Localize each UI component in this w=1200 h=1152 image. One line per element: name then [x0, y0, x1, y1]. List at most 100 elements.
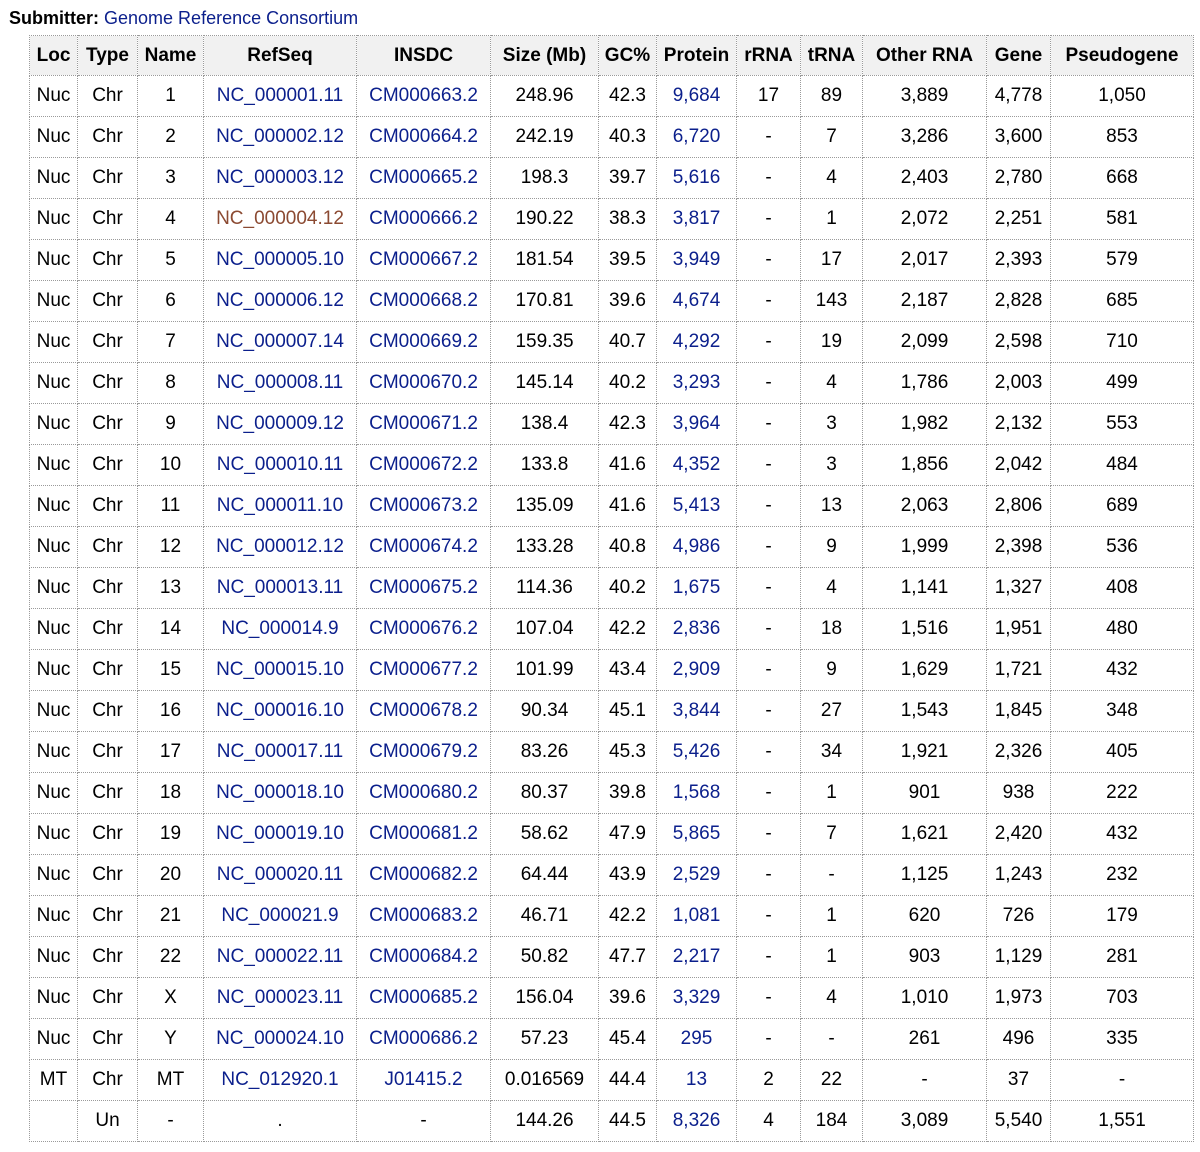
insdc-link[interactable]: CM000664.2: [369, 126, 478, 147]
insdc-link[interactable]: CM000682.2: [369, 864, 478, 885]
insdc-link[interactable]: CM000677.2: [369, 659, 478, 680]
refseq-link[interactable]: NC_000022.11: [216, 946, 344, 967]
protein-link[interactable]: 4,292: [672, 331, 721, 352]
submitter-link[interactable]: Genome Reference Consortium: [104, 8, 359, 28]
protein-link[interactable]: 4,674: [672, 290, 721, 311]
protein-link[interactable]: 3,293: [672, 372, 721, 393]
refseq-link[interactable]: NC_000012.12: [216, 536, 344, 557]
protein-link[interactable]: 3,844: [672, 700, 721, 721]
refseq-link[interactable]: NC_012920.1: [221, 1069, 339, 1090]
protein-link[interactable]: 295: [680, 1028, 713, 1049]
cell-size: 133.8: [490, 444, 599, 486]
protein-link[interactable]: 3,949: [672, 249, 721, 270]
insdc-link[interactable]: CM000678.2: [369, 700, 478, 721]
protein-link[interactable]: 4,986: [672, 536, 721, 557]
cell-pseudogene: 536: [1050, 526, 1194, 568]
protein-link[interactable]: 6,720: [672, 126, 721, 147]
insdc-link[interactable]: CM000667.2: [369, 249, 478, 270]
insdc-link[interactable]: CM000683.2: [369, 905, 478, 926]
cell-protein: 4,292: [656, 321, 737, 363]
protein-link[interactable]: 2,836: [672, 618, 721, 639]
cell-protein: 3,293: [656, 362, 737, 404]
protein-link[interactable]: 2,529: [672, 864, 721, 885]
protein-link[interactable]: 4,352: [672, 454, 721, 475]
refseq-link[interactable]: NC_000010.11: [216, 454, 344, 475]
protein-link[interactable]: 5,426: [672, 741, 721, 762]
cell-size: 114.36: [490, 567, 599, 609]
insdc-link[interactable]: CM000676.2: [369, 618, 478, 639]
protein-link[interactable]: 1,081: [672, 905, 721, 926]
cell-protein: 6,720: [656, 116, 737, 158]
table-row: Nuc Chr 18 NC_000018.10 CM000680.2 80.37 39.8 1…: [29, 772, 1194, 814]
cell-gc: 40.2: [598, 362, 657, 404]
protein-link[interactable]: 5,865: [672, 823, 721, 844]
insdc-link[interactable]: CM000685.2: [369, 987, 478, 1008]
insdc-link[interactable]: CM000668.2: [369, 290, 478, 311]
refseq-link[interactable]: NC_000015.10: [216, 659, 344, 680]
refseq-link[interactable]: NC_000001.11: [216, 85, 344, 106]
insdc-link[interactable]: CM000681.2: [369, 823, 478, 844]
insdc-link[interactable]: CM000669.2: [369, 331, 478, 352]
refseq-link[interactable]: NC_000017.11: [216, 741, 344, 762]
protein-link[interactable]: 1,675: [672, 577, 721, 598]
protein-link[interactable]: 3,329: [672, 987, 721, 1008]
insdc-link[interactable]: CM000663.2: [369, 85, 478, 106]
insdc-link[interactable]: CM000674.2: [369, 536, 478, 557]
cell-gc: 43.9: [598, 854, 657, 896]
refseq-link[interactable]: NC_000024.10: [216, 1028, 344, 1049]
cell-gene: 1,845: [986, 690, 1051, 732]
insdc-link[interactable]: CM000670.2: [369, 372, 478, 393]
protein-link[interactable]: 5,413: [672, 495, 721, 516]
cell-name: 5: [137, 239, 204, 281]
cell-other-rna: 1,125: [862, 854, 987, 896]
insdc-link[interactable]: CM000675.2: [369, 577, 478, 598]
refseq-link[interactable]: NC_000002.12: [216, 126, 344, 147]
cell-pseudogene: 853: [1050, 116, 1194, 158]
refseq-link[interactable]: NC_000006.12: [216, 290, 344, 311]
refseq-link[interactable]: NC_000014.9: [221, 618, 339, 639]
cell-name: 21: [137, 895, 204, 937]
cell-gc: 47.9: [598, 813, 657, 855]
refseq-link[interactable]: NC_000005.10: [216, 249, 344, 270]
protein-link[interactable]: 8,326: [672, 1110, 721, 1131]
refseq-link[interactable]: NC_000019.10: [216, 823, 344, 844]
protein-link[interactable]: 3,817: [672, 208, 721, 229]
refseq-link[interactable]: NC_000003.12: [216, 167, 344, 188]
refseq-link[interactable]: NC_000013.11: [216, 577, 344, 598]
refseq-link[interactable]: NC_000009.12: [216, 413, 344, 434]
cell-name: Y: [137, 1018, 204, 1060]
insdc-link[interactable]: CM000671.2: [369, 413, 478, 434]
insdc-link[interactable]: CM000680.2: [369, 782, 478, 803]
cell-loc: Nuc: [29, 895, 78, 937]
refseq-link[interactable]: NC_000016.10: [216, 700, 344, 721]
cell-protein: 9,684: [656, 75, 737, 117]
protein-link[interactable]: 9,684: [672, 85, 721, 106]
insdc-link[interactable]: J01415.2: [384, 1069, 463, 1090]
refseq-link[interactable]: NC_000004.12: [216, 208, 344, 229]
cell-pseudogene: -: [1050, 1059, 1194, 1101]
refseq-link[interactable]: NC_000018.10: [216, 782, 344, 803]
insdc-link[interactable]: CM000684.2: [369, 946, 478, 967]
refseq-link[interactable]: NC_000011.10: [216, 495, 344, 516]
protein-link[interactable]: 3,964: [672, 413, 721, 434]
protein-link[interactable]: 2,217: [672, 946, 721, 967]
insdc-link[interactable]: CM000665.2: [369, 167, 478, 188]
cell-rrna: -: [736, 608, 801, 650]
insdc-link[interactable]: CM000666.2: [369, 208, 478, 229]
refseq-link[interactable]: NC_000021.9: [221, 905, 339, 926]
protein-link[interactable]: 2,909: [672, 659, 721, 680]
protein-link[interactable]: 13: [685, 1069, 708, 1090]
cell-gene: 1,327: [986, 567, 1051, 609]
insdc-link[interactable]: CM000673.2: [369, 495, 478, 516]
refseq-link[interactable]: NC_000020.11: [216, 864, 344, 885]
insdc-link[interactable]: CM000672.2: [369, 454, 478, 475]
protein-link[interactable]: 5,616: [672, 167, 721, 188]
cell-name: 20: [137, 854, 204, 896]
refseq-link[interactable]: NC_000023.11: [216, 987, 344, 1008]
cell-gene: 726: [986, 895, 1051, 937]
insdc-link[interactable]: CM000679.2: [369, 741, 478, 762]
refseq-link[interactable]: NC_000008.11: [216, 372, 344, 393]
refseq-link[interactable]: NC_000007.14: [216, 331, 344, 352]
protein-link[interactable]: 1,568: [672, 782, 721, 803]
insdc-link[interactable]: CM000686.2: [369, 1028, 478, 1049]
